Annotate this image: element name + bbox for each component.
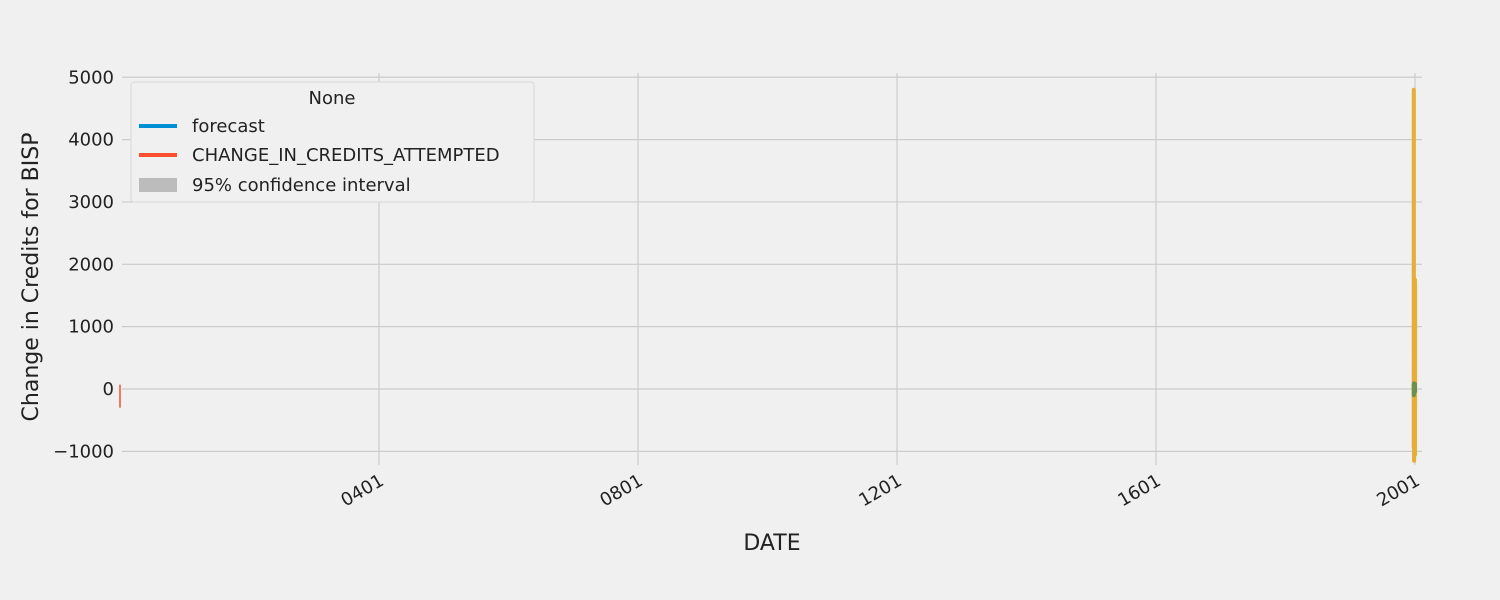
y-tick-label: 1000 — [68, 317, 114, 338]
legend-frame — [130, 81, 535, 203]
series-line-1 — [1411, 87, 1418, 463]
y-tick-label: 4000 — [68, 130, 114, 151]
legend: None forecast CHANGE_IN_CREDITS_ATTEMPTE… — [130, 81, 535, 203]
legend-swatch-confidence-interval — [139, 178, 177, 192]
x-axis-label: DATE — [743, 531, 800, 556]
series-line-2 — [1411, 381, 1418, 398]
y-axis-label: Change in Credits for BISP — [19, 133, 44, 422]
legend-title: None — [309, 88, 356, 109]
y-tick-label: 2000 — [68, 254, 114, 275]
legend-label-forecast: forecast — [192, 116, 265, 137]
legend-label-confidence-interval: 95% confidence interval — [192, 175, 411, 196]
y-tick-label: 5000 — [68, 67, 114, 88]
y-tick-label: −1000 — [53, 441, 114, 462]
y-tick-label: 3000 — [68, 192, 114, 213]
legend-label-change-in-credits: CHANGE_IN_CREDITS_ATTEMPTED — [192, 145, 500, 166]
series-layer — [119, 87, 1418, 463]
y-tick-label: 0 — [103, 379, 114, 400]
y-tick-labels: −1000 0 1000 2000 3000 4000 5000 — [53, 67, 114, 462]
